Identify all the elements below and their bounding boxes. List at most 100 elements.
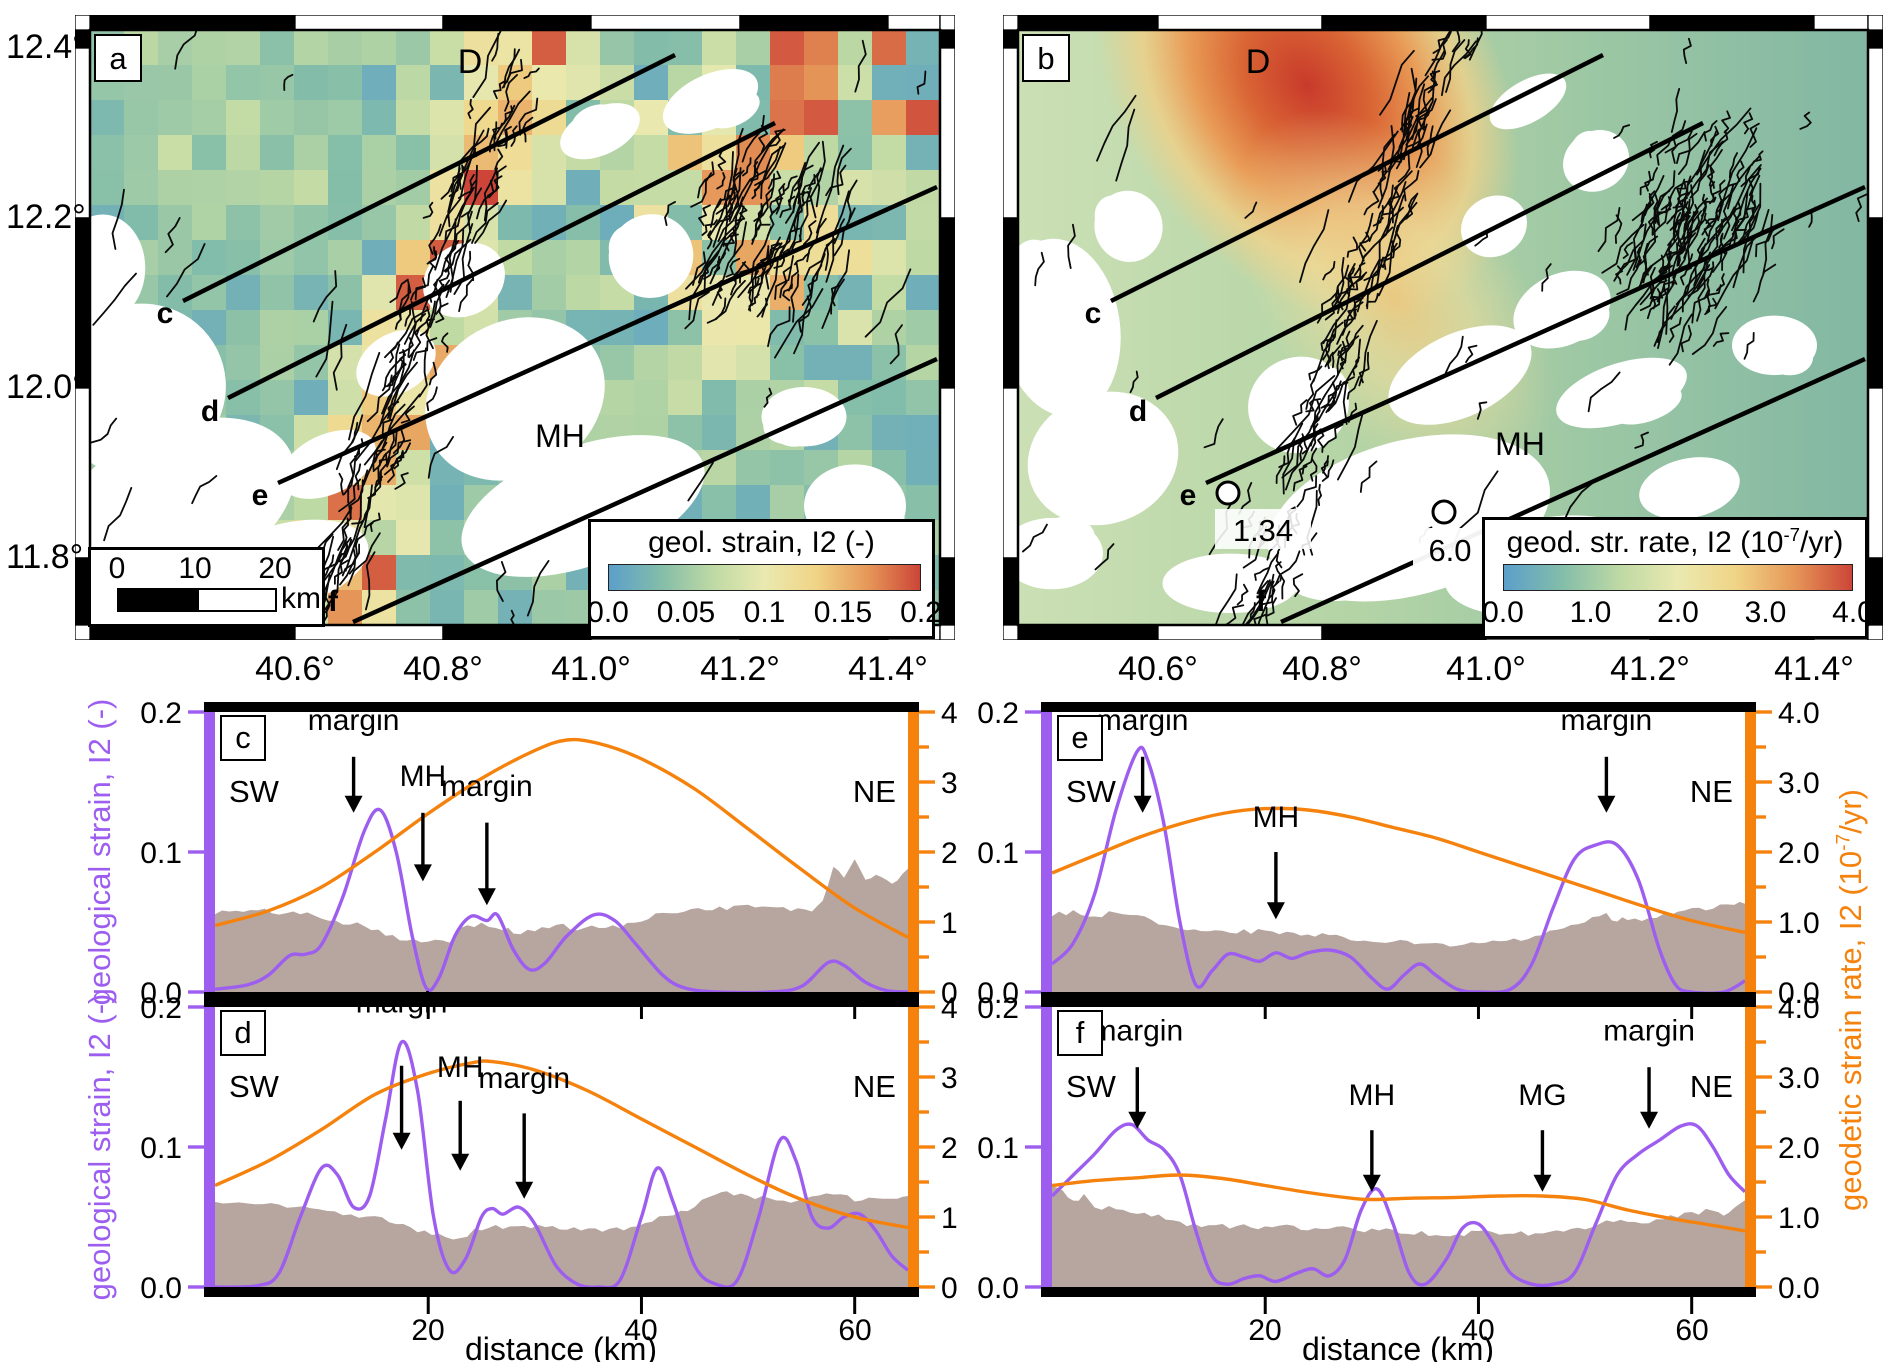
panel-d-letter: d <box>234 1015 251 1050</box>
map-b-lon-tick: 41.0° <box>1446 650 1526 688</box>
svg-text:margin: margin <box>1561 704 1653 737</box>
svg-text:0.0: 0.0 <box>977 1272 1019 1305</box>
svg-text:MH: MH <box>437 1051 484 1084</box>
panel-f-xlabel: distance (km) <box>1302 1331 1494 1362</box>
svg-text:1: 1 <box>941 907 958 940</box>
legend-b-title: geod. str. rate, I2 (10-7/yr) <box>1485 524 1865 560</box>
svg-text:0.1: 0.1 <box>977 837 1019 870</box>
svg-text:2.0: 2.0 <box>1778 837 1820 870</box>
panel-f-letter: f <box>1076 1015 1085 1050</box>
legend-a-tick-1: 0.05 <box>656 596 716 629</box>
svg-text:0.2: 0.2 <box>977 697 1019 730</box>
svg-text:margin: margin <box>1097 704 1189 737</box>
legend-b-tick-3: 3.0 <box>1744 596 1787 629</box>
map-a-lat-tick: 12.4° <box>6 28 86 66</box>
panel-c-sw-label: SW <box>229 774 280 809</box>
panel-f-xtick-60: 60 <box>1675 1314 1708 1347</box>
map-b-label-D: D <box>1246 43 1271 81</box>
station-value-2: 6.0 <box>1428 533 1471 568</box>
left-axis-label-d: geological strain, I2 (-) <box>82 993 117 1301</box>
station-label-bg-2 <box>1413 528 1487 570</box>
legend-b-title-sup: -7 <box>1783 524 1801 545</box>
legend-a-tick-2: 0.1 <box>743 596 786 629</box>
panel-e-ne-label: NE <box>1690 774 1733 809</box>
map-b-profile-label-f: f <box>1256 585 1267 618</box>
legend-b-tick-4: 4.0 <box>1832 596 1874 629</box>
scalebar-unit: km <box>281 582 321 615</box>
panel-f-ne-label: NE <box>1690 1069 1733 1104</box>
svg-text:0.2: 0.2 <box>140 992 182 1025</box>
map-a-profile-label-f: f <box>328 585 339 618</box>
legend-geodetic-strain-rate: geod. str. rate, I2 (10-7/yr) 0.0 1.0 2.… <box>1482 517 1874 639</box>
map-b-profile-label-e: e <box>1180 479 1197 512</box>
map-b-profile-label-d: d <box>1129 395 1147 428</box>
panel-d-sw-label: SW <box>229 1069 280 1104</box>
svg-text:0.2: 0.2 <box>140 697 182 730</box>
map-a-lon-tick: 41.4° <box>848 650 928 688</box>
svg-text:0.0: 0.0 <box>1778 977 1820 1010</box>
legend-b-title-pre: geod. str. rate, I2 (10 <box>1506 526 1784 559</box>
legend-b-title-post: /yr) <box>1800 526 1844 559</box>
svg-text:0.0: 0.0 <box>1778 1272 1820 1305</box>
svg-text:MG: MG <box>1518 1079 1566 1112</box>
svg-text:3.0: 3.0 <box>1778 767 1820 800</box>
scalebar-segment-white <box>197 588 277 612</box>
map-a-profile-label-c: c <box>157 297 174 330</box>
panel-e-letter: e <box>1071 720 1088 755</box>
svg-text:4.0: 4.0 <box>1778 992 1820 1025</box>
map-b-lon-tick: 41.4° <box>1774 650 1854 688</box>
panel-a-letter-box <box>94 34 142 82</box>
svg-text:4: 4 <box>941 992 958 1025</box>
panel-c-ne-label: NE <box>853 774 896 809</box>
panel-d-xtick-20: 20 <box>411 1314 444 1347</box>
svg-text:margin: margin <box>308 704 400 737</box>
svg-text:margin: margin <box>441 770 533 803</box>
map-a-lat-tick: 11.8° <box>6 538 84 576</box>
panel-f-xtick-20: 20 <box>1248 1314 1281 1347</box>
panel-c-letter-box <box>220 715 266 761</box>
map-a-lat-tick: 12.0° <box>6 368 86 406</box>
svg-text:0: 0 <box>941 977 958 1010</box>
svg-text:MH: MH <box>400 760 447 793</box>
map-b-lon-tick: 40.8° <box>1282 650 1362 688</box>
panel-d-xlabel: distance (km) <box>465 1331 657 1362</box>
map-a-border <box>88 28 942 627</box>
station-value-1: 1.34 <box>1233 513 1293 548</box>
left-axis-label-c: geological strain, I2 (-) <box>82 698 117 1006</box>
map-b-lon-tick: 40.6° <box>1118 650 1198 688</box>
profile-f-plot: margin MH MG margin <box>1025 997 1772 1314</box>
legend-a-title: geol. strain, I2 (-) <box>648 526 875 559</box>
svg-text:2: 2 <box>941 1132 958 1165</box>
svg-text:margin: margin <box>356 987 448 1020</box>
right-axis-label-post: /yr) <box>1833 789 1868 834</box>
legend-a-tick-3: 0.15 <box>813 596 873 629</box>
panel-f-xtick-40: 40 <box>1461 1314 1494 1347</box>
svg-text:margin: margin <box>1603 1015 1695 1048</box>
legend-a-tick-0: 0.0 <box>587 596 629 629</box>
map-a-profile-label-e: e <box>252 479 269 512</box>
svg-text:1: 1 <box>941 1202 958 1235</box>
svg-text:MH: MH <box>1253 801 1300 834</box>
svg-text:4.0: 4.0 <box>1778 697 1820 730</box>
svg-text:2: 2 <box>941 837 958 870</box>
panel-f-sw-label: SW <box>1066 1069 1117 1104</box>
legend-b-colorbar <box>1503 564 1853 591</box>
svg-text:margin: margin <box>478 1062 570 1095</box>
scalebar-tick-10: 10 <box>178 552 212 585</box>
legend-a-colorbar <box>608 564 921 591</box>
map-a-label-MH: MH <box>535 418 585 454</box>
map-a-lon-tick: 41.2° <box>700 650 780 688</box>
map-b-label-MH: MH <box>1495 426 1545 462</box>
map-a-profile-label-d: d <box>201 395 219 428</box>
svg-text:MH: MH <box>1349 1079 1396 1112</box>
panel-e-sw-label: SW <box>1066 774 1117 809</box>
legend-b-tick-1: 1.0 <box>1569 596 1612 629</box>
svg-text:0.0: 0.0 <box>140 977 182 1010</box>
panel-e-letter-box <box>1057 715 1103 761</box>
panel-d-xtick-60: 60 <box>838 1314 871 1347</box>
panel-d-ne-label: NE <box>853 1069 896 1104</box>
panel-b-letter: b <box>1037 41 1054 76</box>
